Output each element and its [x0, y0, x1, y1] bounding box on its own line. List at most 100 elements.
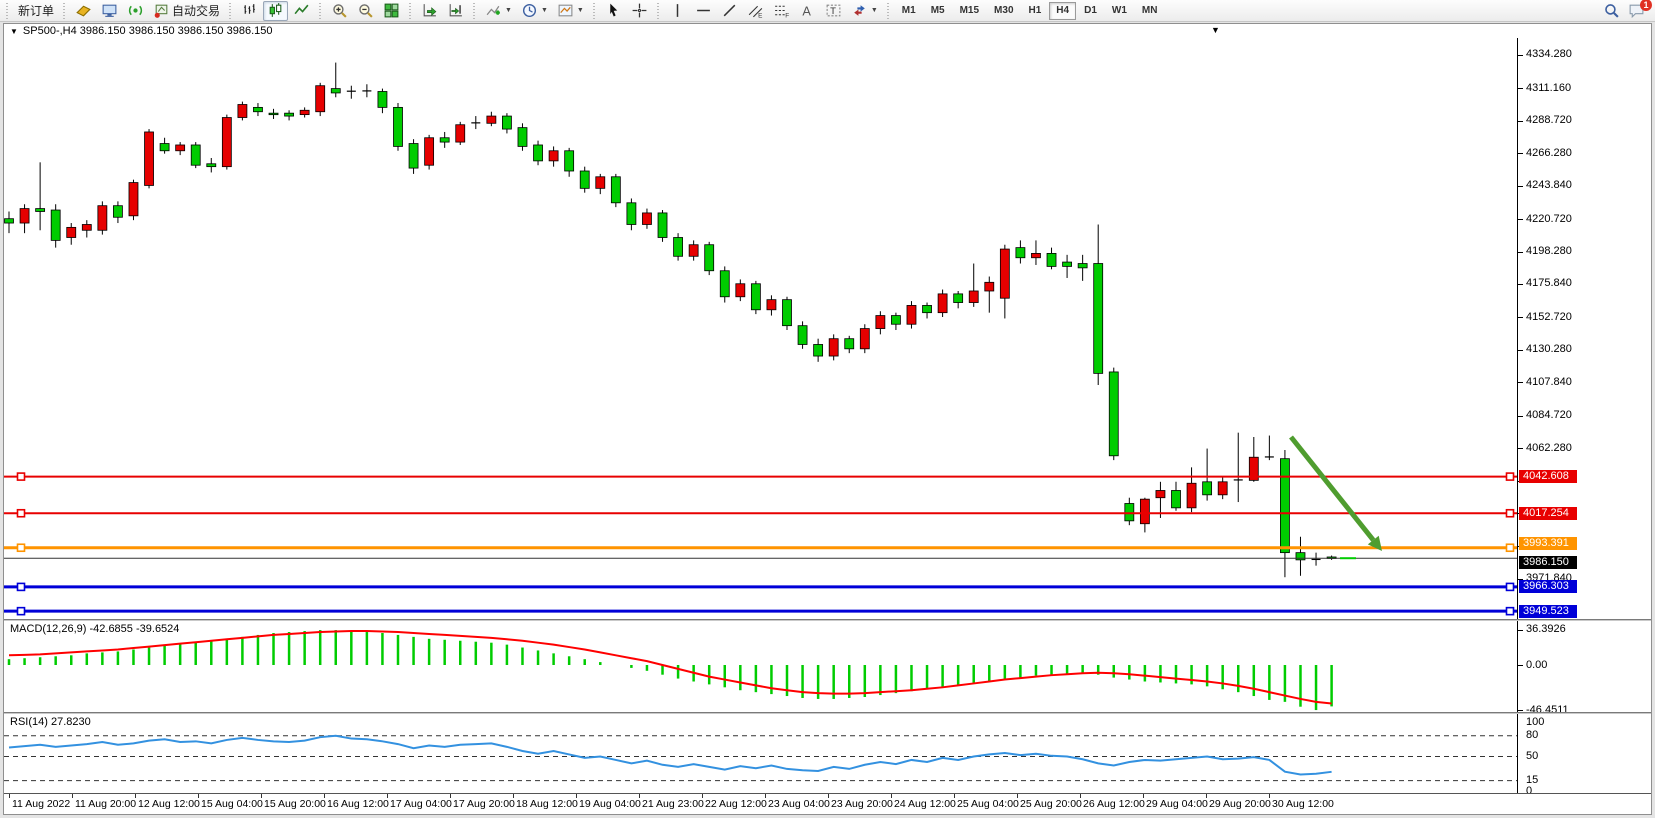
- timeframe-m1-button[interactable]: M1: [895, 2, 923, 20]
- search-icon[interactable]: [1599, 1, 1624, 21]
- time-axis[interactable]: 11 Aug 2022 11 Aug 20:00 12 Aug 12:00 15 Au…: [4, 793, 1651, 814]
- toolbar-grip: [408, 2, 414, 19]
- macd-axis-label: 36.3926: [1526, 623, 1566, 636]
- bars-chart-icon[interactable]: [237, 1, 262, 21]
- candle: [984, 281, 995, 292]
- timeframe-h4-button[interactable]: H4: [1049, 1, 1077, 20]
- candle: [906, 305, 917, 325]
- time-label: 16 Aug 12:00: [327, 798, 389, 810]
- line-handle[interactable]: [16, 543, 26, 553]
- trend-arrow[interactable]: [1289, 435, 1376, 542]
- time-tick: [72, 794, 73, 798]
- line-handle[interactable]: [1505, 582, 1515, 592]
- chart-titlebar[interactable]: ▼ SP500-,H4 3986.150 3986.150 3986.150 3…: [4, 24, 1651, 38]
- hline-icon[interactable]: [691, 1, 716, 21]
- add-indicator-icon[interactable]: ▼: [481, 1, 516, 21]
- time-label: 11 Aug 20:00: [75, 798, 137, 810]
- timeframe-d1-button[interactable]: D1: [1077, 2, 1104, 20]
- candle: [875, 315, 886, 329]
- period-icon[interactable]: ▼: [517, 1, 552, 21]
- timeframe-m30-button[interactable]: M30: [987, 2, 1020, 20]
- trendline-icon[interactable]: [717, 1, 742, 21]
- axis-tick: [1518, 349, 1523, 351]
- panel-separator[interactable]: [4, 712, 1651, 714]
- rsi-canvas: [4, 734, 1517, 782]
- candle: [50, 209, 61, 241]
- crosshair-icon[interactable]: [627, 1, 652, 21]
- line-handle[interactable]: [1505, 508, 1515, 518]
- candle: [968, 290, 979, 303]
- chart-shift-icon[interactable]: [443, 1, 468, 21]
- line-handle[interactable]: [1505, 472, 1515, 481]
- price-tick-label: 4175.840: [1526, 277, 1572, 290]
- time-label: 18 Aug 12:00: [516, 798, 578, 810]
- chart-title: SP500-,H4 3986.150 3986.150 3986.150 398…: [22, 25, 273, 37]
- toolbar-grip: [885, 2, 891, 19]
- rsi-axis-label: 80: [1526, 729, 1539, 742]
- panel-separator[interactable]: [4, 619, 1651, 621]
- macd-axis-label: 0.00: [1526, 658, 1548, 671]
- time-label: 11 Aug 2022: [12, 798, 71, 810]
- toolbar-grip: [591, 2, 597, 19]
- text-icon[interactable]: A: [795, 1, 820, 21]
- axis-tick: [1518, 153, 1523, 155]
- timeframe-mn-button[interactable]: MN: [1135, 2, 1165, 20]
- timeframe-m15-button[interactable]: M15: [953, 2, 986, 20]
- zoom-out-icon[interactable]: [353, 1, 378, 21]
- price-axis[interactable]: 4334.280 4311.160 4288.720 4266.280 4243.840…: [1517, 38, 1651, 619]
- line-handle[interactable]: [16, 508, 26, 518]
- current-price-label: 3986.150: [1519, 555, 1577, 569]
- time-label: 17 Aug 04:00: [390, 798, 452, 810]
- rsi-label: RSI(14) 27.8230: [10, 716, 91, 728]
- orders-icon[interactable]: [71, 1, 96, 21]
- price-tick-label: 4107.840: [1526, 375, 1572, 388]
- candle: [782, 299, 792, 327]
- auto-trading-button[interactable]: 自动交易: [149, 1, 224, 21]
- line-handle[interactable]: [16, 606, 26, 616]
- time-tick: [828, 794, 829, 798]
- candle: [844, 338, 855, 350]
- line-handle[interactable]: [16, 582, 26, 592]
- tile-windows-icon[interactable]: [379, 1, 404, 21]
- cursor-icon[interactable]: [601, 1, 626, 21]
- axis-tick: [1518, 382, 1523, 384]
- fibonacci-icon[interactable]: F: [769, 1, 794, 21]
- line-handle[interactable]: [1505, 606, 1515, 616]
- line-handle[interactable]: [16, 472, 26, 481]
- text-label-icon[interactable]: T: [821, 1, 846, 21]
- time-label: 12 Aug 12:00: [138, 798, 200, 810]
- zoom-in-icon[interactable]: [327, 1, 352, 21]
- chart-shift-marker-icon[interactable]: ▼: [1211, 25, 1220, 35]
- shapes-icon[interactable]: ▼: [847, 1, 882, 21]
- line-handle[interactable]: [1505, 543, 1515, 553]
- vline-icon[interactable]: [665, 1, 690, 21]
- candle: [1077, 263, 1088, 269]
- terminal-icon[interactable]: [97, 1, 122, 21]
- line-chart-icon[interactable]: [289, 1, 314, 21]
- price-tick-label: 4311.160: [1526, 81, 1572, 94]
- axis-tick: [1518, 251, 1523, 253]
- new-order-button[interactable]: 新订单: [14, 1, 58, 21]
- candle: [4, 218, 14, 224]
- timeframe-h1-button[interactable]: H1: [1022, 2, 1049, 20]
- news-icon[interactable]: 1: [1624, 0, 1652, 21]
- time-tick: [135, 794, 136, 798]
- signal-icon[interactable]: [123, 1, 148, 21]
- candle: [766, 299, 777, 311]
- time-tick: [639, 794, 640, 798]
- trend-arrow-head[interactable]: [1367, 535, 1382, 551]
- timeframe-w1-button[interactable]: W1: [1105, 2, 1134, 20]
- chart-menu-icon[interactable]: ▼: [10, 26, 18, 36]
- svg-text:F: F: [785, 12, 789, 19]
- auto-scroll-icon[interactable]: [417, 1, 442, 21]
- candle: [735, 283, 746, 298]
- candle: [922, 305, 932, 314]
- candle: [486, 115, 497, 124]
- price-tick-label: 4152.720: [1526, 310, 1572, 323]
- macd-panel: MACD(12,26,9) -42.6855 -39.6524: [4, 621, 1517, 712]
- timeframe-m5-button[interactable]: M5: [924, 2, 952, 20]
- channel-icon[interactable]: E: [743, 1, 768, 21]
- candles-chart-icon[interactable]: [263, 0, 289, 21]
- macd-canvas: [7, 630, 1333, 711]
- template-icon[interactable]: ▼: [553, 1, 588, 21]
